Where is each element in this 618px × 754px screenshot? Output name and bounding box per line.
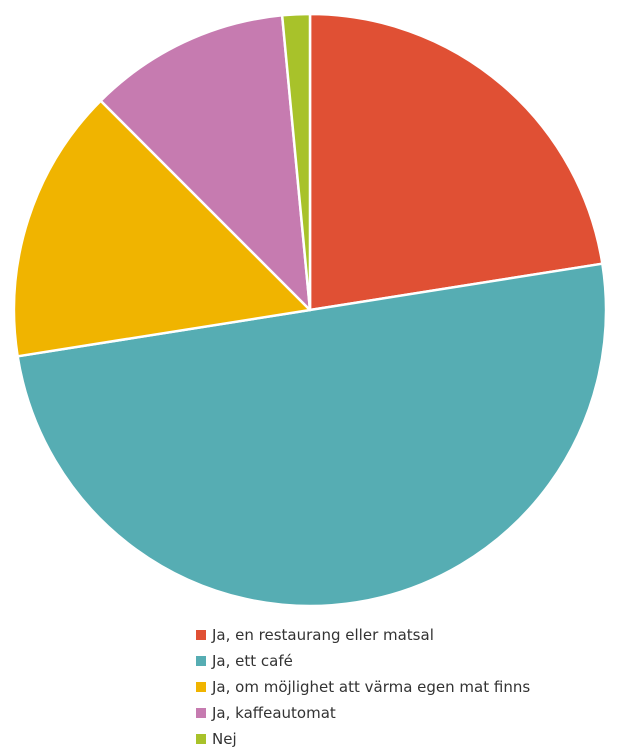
pie-slice (12, 99, 312, 358)
legend-item: Ja, kaffeautomat (196, 700, 530, 726)
pie-slice (280, 12, 312, 312)
legend-label: Ja, ett café (212, 652, 293, 670)
legend-swatch (196, 656, 206, 666)
legend-item: Ja, ett café (196, 648, 530, 674)
pie-slice (16, 262, 608, 608)
legend-item: Nej (196, 726, 530, 752)
pie-slice (308, 12, 604, 312)
pie-slice (99, 14, 312, 312)
legend-item: Ja, om möjlighet att värma egen mat finn… (196, 674, 530, 700)
legend-swatch (196, 630, 206, 640)
legend-label: Ja, kaffeautomat (212, 704, 336, 722)
legend-label: Ja, om möjlighet att värma egen mat finn… (212, 678, 531, 696)
legend-swatch (196, 734, 206, 744)
legend: Ja, en restaurang eller matsal Ja, ett c… (196, 622, 530, 752)
legend-label: Nej (212, 730, 237, 748)
pie-chart (12, 12, 608, 608)
legend-swatch (196, 708, 206, 718)
legend-label: Ja, en restaurang eller matsal (212, 626, 434, 644)
legend-swatch (196, 682, 206, 692)
legend-item: Ja, en restaurang eller matsal (196, 622, 530, 648)
